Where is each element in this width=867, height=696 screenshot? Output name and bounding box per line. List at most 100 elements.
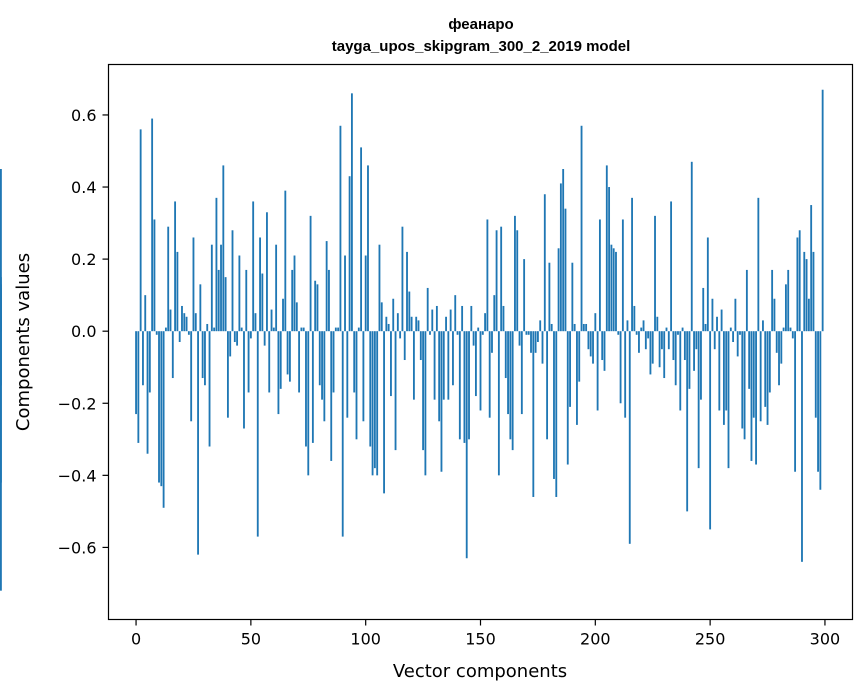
bar-component-227 <box>656 316 659 332</box>
bar-component-23 <box>187 331 190 335</box>
bar-component-157 <box>495 230 498 332</box>
bar-component-145 <box>468 331 470 440</box>
bar-component-171 <box>527 331 530 335</box>
bar-component-72 <box>300 327 303 332</box>
bar-component-107 <box>380 302 383 332</box>
bar-component-281 <box>780 331 783 364</box>
bar-component-41 <box>229 331 232 357</box>
bar-component-82 <box>323 331 326 422</box>
bar-component-92 <box>346 331 349 418</box>
bar-component-268 <box>750 331 753 461</box>
bar-component-86 <box>332 331 335 393</box>
bar-component-129 <box>431 309 434 332</box>
bar-component-19 <box>178 331 181 342</box>
bar-component-134 <box>442 331 445 400</box>
bar-component-99 <box>362 331 365 422</box>
bar-component-288 <box>796 237 799 332</box>
bar-component-207 <box>610 244 613 332</box>
bar-component-220 <box>640 327 643 332</box>
bar-component-208 <box>612 248 615 332</box>
bar-component-280 <box>778 331 780 386</box>
bar-component-224 <box>649 331 652 375</box>
bar-component-69 <box>293 255 296 332</box>
bar-component-95 <box>353 331 356 393</box>
bar-component-181 <box>550 323 553 332</box>
bar-component-117 <box>403 331 406 361</box>
bar-component-126 <box>424 331 427 476</box>
bar-component-243 <box>693 331 695 371</box>
bar-component-287 <box>794 331 797 472</box>
bar-component-299 <box>821 89 824 332</box>
bar-component-290 <box>801 331 803 562</box>
bar-component-52 <box>254 313 257 332</box>
bar-component-267 <box>748 331 751 389</box>
bar-component-194 <box>580 125 583 332</box>
bar-component-166 <box>516 230 519 332</box>
y-tick-label: −0.2 <box>58 394 97 413</box>
bar-component-248 <box>704 323 707 332</box>
y-tick-label: −0.6 <box>58 538 97 557</box>
bar-component-294 <box>810 205 813 332</box>
bar-component-203 <box>601 331 604 361</box>
y-tick-label: −0.4 <box>58 466 97 485</box>
bar-component-270 <box>755 331 757 465</box>
bar-component-115 <box>399 331 402 339</box>
bar-component-258 <box>727 331 730 469</box>
bar-component-213 <box>624 331 627 418</box>
bar-component-7 <box>151 118 154 332</box>
bar-component-84 <box>328 269 330 332</box>
bar-component-275 <box>766 331 769 425</box>
bar-component-100 <box>364 255 367 332</box>
bar-component-67 <box>288 331 291 382</box>
bar-component-58 <box>268 331 271 393</box>
bar-component-286 <box>791 331 794 339</box>
bar-component-32 <box>208 331 211 447</box>
bar-component-271 <box>757 197 760 332</box>
bar-component-251 <box>711 298 714 332</box>
bars-group <box>0 89 824 591</box>
bar-component-103 <box>371 331 374 476</box>
bar-component-6 <box>148 331 151 393</box>
bar-component-66 <box>286 331 289 375</box>
bar-component-14 <box>167 226 170 332</box>
bar-component-297 <box>817 331 819 472</box>
bar-component-215 <box>628 331 631 544</box>
bar-component-276 <box>768 331 771 393</box>
bar-component-127 <box>426 287 429 332</box>
bar-component-9 <box>155 331 158 335</box>
bar-component-245 <box>697 331 700 469</box>
bar-component-236 <box>677 331 679 335</box>
bar-component-217 <box>633 305 636 332</box>
x-tick-label: 100 <box>350 630 381 649</box>
bar-component-183 <box>555 331 558 497</box>
bar-component-40 <box>226 331 229 418</box>
bar-component-253 <box>716 316 718 332</box>
bar-component-256 <box>722 331 725 425</box>
bar-component-214 <box>626 320 629 332</box>
bar-component-240 <box>686 331 689 512</box>
bar-component-0 <box>135 331 137 415</box>
x-tick-label: 0 <box>131 630 141 649</box>
bar-component-122 <box>415 316 418 332</box>
bar-component-125 <box>422 331 425 451</box>
bar-component-247 <box>702 287 705 332</box>
bar-component-5 <box>146 331 149 454</box>
bar-component-176 <box>539 320 542 332</box>
bar-component-71 <box>298 331 301 393</box>
bar-component-180 <box>548 262 551 332</box>
bar-component-223 <box>647 331 650 339</box>
bar-component-96 <box>355 331 358 440</box>
bar-component-114 <box>396 313 399 332</box>
bar-component-273 <box>762 320 764 332</box>
bar-component-293 <box>807 298 810 332</box>
bar-component-43 <box>233 331 236 342</box>
x-tick-label: 250 <box>695 630 726 649</box>
bar-component-151 <box>481 331 484 335</box>
bar-component-285 <box>789 327 792 332</box>
bar-component-179 <box>546 331 549 440</box>
bar-component-4 <box>144 295 147 332</box>
bar-component-235 <box>674 331 677 386</box>
bar-component-140 <box>456 331 459 335</box>
bar-component-80 <box>318 331 321 386</box>
bar-component-291 <box>803 251 806 332</box>
